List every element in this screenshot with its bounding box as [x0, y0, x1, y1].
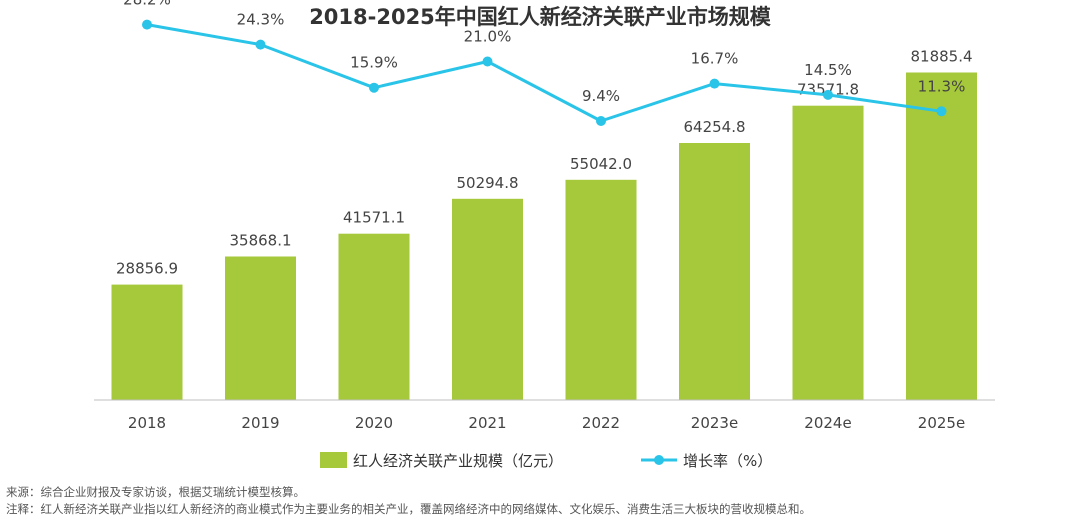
x-tick-label-2019: 2019 — [241, 414, 279, 432]
bar-series — [111, 72, 977, 400]
bar-2021 — [452, 198, 523, 400]
legend-line-label: 增长率（%） — [683, 452, 772, 470]
bar-2020 — [338, 233, 410, 400]
bar-2019 — [225, 256, 296, 400]
growth-label-2021: 21.0% — [464, 28, 512, 46]
bar-2025e — [906, 72, 977, 400]
x-tick-label-2021: 2021 — [468, 414, 506, 432]
growth-point-2024e — [823, 89, 833, 100]
x-tick-label-2023e: 2023e — [691, 414, 738, 432]
bar-value-label-2020: 41571.1 — [343, 209, 405, 227]
growth-point-2021 — [482, 56, 493, 67]
x-tick-label-2018: 2018 — [128, 414, 166, 432]
legend-line-marker — [654, 455, 664, 465]
growth-point-2019 — [255, 39, 266, 50]
growth-rate-labels: 28.2% 24.3% 15.9% 21.0% 9.4% 16.7% 14.5% 11.3% — [123, 0, 965, 105]
x-tick-label-2020: 2020 — [355, 414, 393, 432]
bar-value-label-2018: 28856.9 — [116, 260, 178, 278]
x-tick-label-2025e: 2025e — [918, 414, 965, 432]
growth-rate-line — [146, 23, 942, 123]
bar-value-label-2025e: 81885.4 — [910, 48, 972, 66]
chart-title: 2018-2025年中国红人新经济关联产业市场规模 — [309, 5, 772, 29]
bar-2022 — [565, 179, 637, 400]
legend-bar-label: 红人经济关联产业规模（亿元） — [353, 452, 563, 470]
bar-value-label-2022: 55042.0 — [570, 155, 632, 173]
growth-point-2023e — [709, 78, 720, 89]
growth-label-2023e: 16.7% — [691, 50, 739, 68]
bar-value-labels: 28856.9 35868.1 41571.1 50294.8 55042.0 64254… — [116, 48, 973, 278]
source-note: 来源：综合企业财报及专家访谈，根据艾瑞统计模型核算。 — [6, 485, 305, 499]
bar-2023e — [679, 143, 750, 400]
bar-value-label-2019: 35868.1 — [229, 232, 291, 250]
bar-2018 — [111, 284, 183, 400]
bar-value-label-2023e: 64254.8 — [683, 118, 745, 136]
legend: 红人经济关联产业规模（亿元） 增长率（%） — [320, 452, 772, 470]
growth-label-2020: 15.9% — [350, 54, 398, 72]
growth-label-2022: 9.4% — [582, 87, 620, 105]
growth-label-2019: 24.3% — [237, 11, 285, 29]
growth-label-2018: 28.2% — [123, 0, 171, 9]
x-tick-label-2024e: 2024e — [804, 414, 851, 432]
legend-bar-swatch — [320, 452, 347, 468]
growth-label-2025e: 11.3% — [918, 77, 966, 95]
growth-point-2018 — [142, 19, 152, 30]
growth-point-2022 — [596, 116, 606, 126]
growth-point-2020 — [369, 82, 379, 93]
growth-rate-points — [142, 19, 947, 126]
x-tick-label-2022: 2022 — [582, 414, 620, 432]
bar-2024e — [792, 105, 864, 400]
bar-value-label-2021: 50294.8 — [456, 174, 518, 192]
footnote: 注释：红人新经济关联产业指以红人新经济的商业模式作为主要业务的相关产业，覆盖网络… — [6, 502, 811, 516]
growth-point-2025e — [936, 106, 947, 117]
growth-label-2024e: 14.5% — [804, 61, 852, 79]
x-axis-ticks: 2018 2019 2020 2021 2022 2023e 2024e 2025e — [128, 414, 965, 432]
